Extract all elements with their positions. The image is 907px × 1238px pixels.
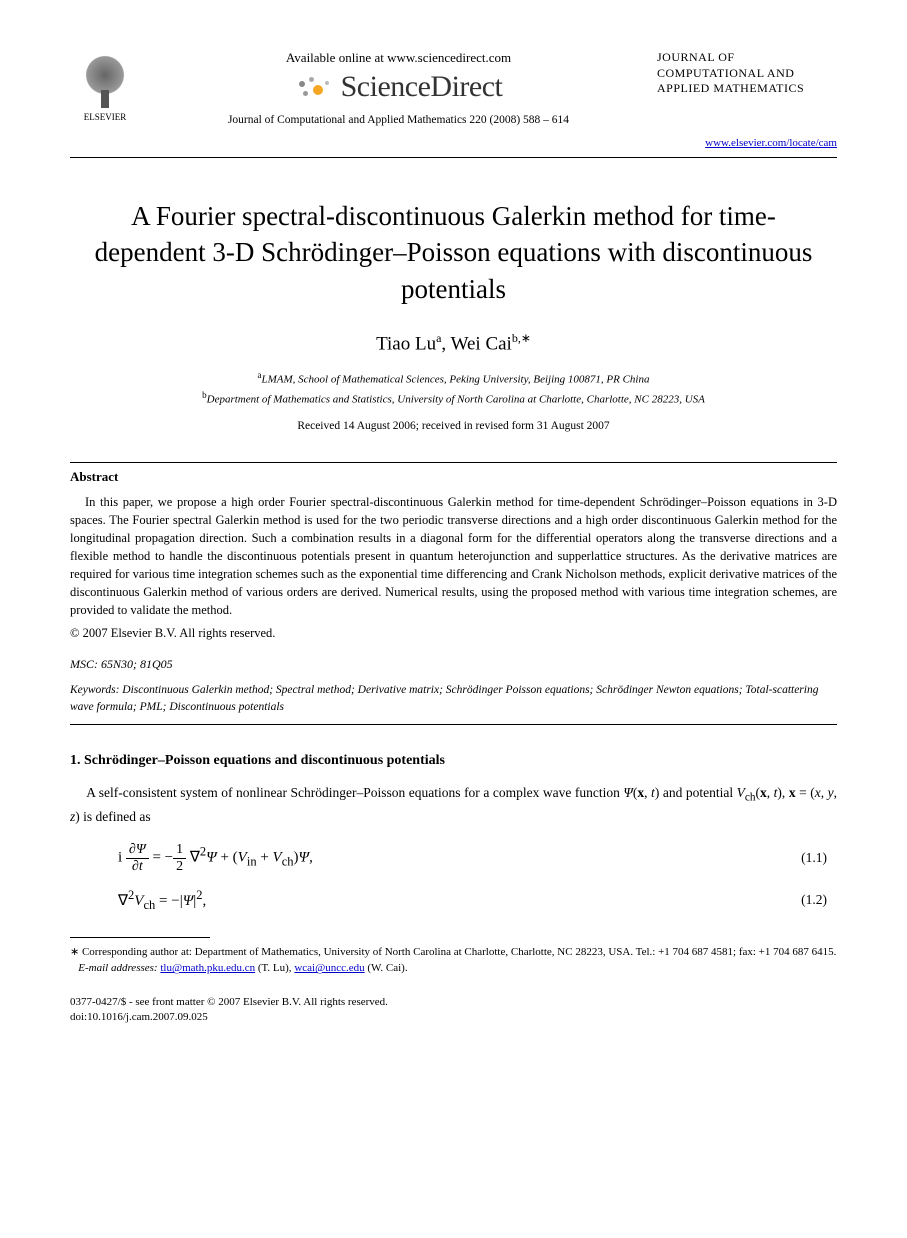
equation-1-1: i ∂Ψ∂t = −12 ∇2Ψ + (Vin + Vch)Ψ, (1.1) — [118, 842, 837, 874]
elsevier-tree-icon — [75, 50, 135, 110]
journal-name: JOURNAL OF COMPUTATIONAL AND APPLIED MAT… — [657, 50, 837, 97]
section-1-para: A self-consistent system of nonlinear Sc… — [70, 783, 837, 828]
copyright-line: © 2007 Elsevier B.V. All rights reserved… — [70, 626, 837, 641]
article-dates: Received 14 August 2006; received in rev… — [70, 420, 837, 432]
abstract-bottom-rule — [70, 724, 837, 725]
doi-line: doi:10.1016/j.cam.2007.09.025 — [70, 1010, 837, 1025]
corresponding-author-note: ∗ Corresponding author at: Department of… — [70, 944, 837, 961]
equation-number: (1.1) — [801, 850, 837, 866]
journal-reference: Journal of Computational and Applied Mat… — [160, 114, 637, 126]
affiliation-a: LMAM, School of Mathematical Sciences, P… — [262, 374, 650, 386]
email-addresses-line: E-mail addresses: tlu@math.pku.edu.cn (T… — [70, 960, 837, 977]
abstract-top-rule — [70, 462, 837, 463]
sciencedirect-swirl-icon — [295, 77, 335, 101]
journal-homepage-link[interactable]: www.elsevier.com/locate/cam — [705, 137, 837, 149]
affiliations: aLMAM, School of Mathematical Sciences, … — [70, 369, 837, 407]
keywords: Keywords: Discontinuous Galerkin method;… — [70, 682, 837, 717]
sciencedirect-text: ScienceDirect — [341, 70, 503, 103]
equation-1-2: ∇2Vch = −|Ψ|2, (1.2) — [118, 888, 837, 913]
abstract-heading: Abstract — [70, 469, 837, 485]
email-link-cai[interactable]: wcai@uncc.edu — [294, 962, 364, 974]
msc-classification: MSC: 65N30; 81Q05 — [70, 657, 837, 672]
authors: Tiao Lua, Wei Caib,∗ — [70, 331, 837, 355]
footnote-rule — [70, 937, 210, 938]
footnotes: ∗ Corresponding author at: Department of… — [70, 944, 837, 977]
available-online-text: Available online at www.sciencedirect.co… — [160, 50, 637, 66]
header-rule — [70, 157, 837, 158]
email-link-lu[interactable]: tlu@math.pku.edu.cn — [160, 962, 255, 974]
sciencedirect-logo: ScienceDirect — [160, 70, 637, 104]
front-matter-line: 0377-0427/$ - see front matter © 2007 El… — [70, 995, 837, 1026]
section-1-heading: 1. Schrödinger–Poisson equations and dis… — [70, 753, 837, 769]
article-title: A Fourier spectral-discontinuous Galerki… — [90, 198, 817, 307]
elsevier-logo: ELSEVIER — [70, 50, 140, 122]
equation-number: (1.2) — [801, 892, 837, 908]
affiliation-b: Department of Mathematics and Statistics… — [207, 393, 705, 405]
abstract-body: In this paper, we propose a high order F… — [70, 493, 837, 620]
elsevier-label: ELSEVIER — [70, 112, 140, 122]
